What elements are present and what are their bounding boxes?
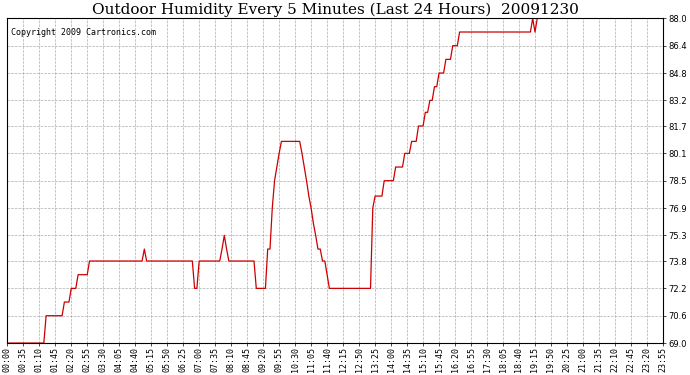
Title: Outdoor Humidity Every 5 Minutes (Last 24 Hours)  20091230: Outdoor Humidity Every 5 Minutes (Last 2…: [92, 3, 578, 17]
Text: Copyright 2009 Cartronics.com: Copyright 2009 Cartronics.com: [10, 28, 155, 37]
